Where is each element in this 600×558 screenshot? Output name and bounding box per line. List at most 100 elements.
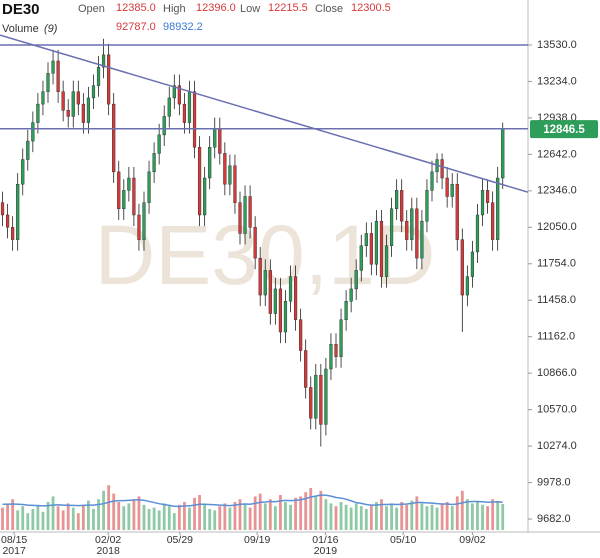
volume-bar (420, 503, 424, 530)
volume-bar (476, 502, 479, 530)
candle-body (460, 239, 464, 296)
candle-body (344, 301, 348, 320)
volume-bar (122, 506, 126, 530)
candle-body (182, 103, 187, 123)
candle-body (86, 97, 91, 123)
volume-bar (81, 504, 85, 530)
candle-body (258, 257, 262, 296)
trend-line (0, 34, 529, 193)
volume-bar (455, 496, 459, 530)
candle-body (147, 171, 151, 203)
candle-body (314, 374, 318, 419)
candle-body (117, 171, 121, 210)
candle-body (21, 159, 25, 185)
candle-body (480, 190, 485, 216)
candle-body (122, 190, 126, 210)
candle-body (51, 60, 55, 74)
candle-body (430, 171, 434, 191)
volume-bar (66, 503, 70, 530)
volume-bar (31, 509, 35, 530)
candle-body (309, 387, 313, 419)
volume-bar (339, 502, 343, 530)
volume-label: Volume (2, 23, 39, 35)
volume-bar (218, 506, 222, 530)
volume-bar (203, 504, 207, 530)
volume-bar (102, 490, 105, 530)
volume-bar (183, 502, 186, 530)
volume-bar (87, 500, 90, 530)
volume-bar (385, 506, 388, 530)
y-tick-label: 9682.0 (537, 513, 571, 525)
x-tick-label: 05/29 (167, 534, 193, 546)
candle-body (299, 319, 303, 351)
candle-body (364, 233, 368, 246)
candle-body (410, 208, 414, 240)
y-tick-label: 10570.0 (537, 404, 577, 416)
volume-bar (329, 503, 333, 530)
volume-ma-line (2, 494, 503, 508)
y-tick-label: 12346.0 (537, 185, 577, 197)
x-tick-label: 02/02 (95, 534, 121, 546)
volume-bar (400, 502, 404, 530)
x-tick-label: 09/19 (244, 534, 270, 546)
candle-body (76, 91, 80, 105)
volume-bar (465, 499, 469, 530)
candle-body (400, 190, 404, 222)
volume-bar (51, 496, 55, 530)
candle-body (253, 227, 257, 259)
candle-body (0, 202, 5, 216)
last-price-box (530, 120, 598, 139)
candle-body (491, 202, 495, 240)
candle-body (359, 245, 363, 271)
header-label: Low (240, 3, 260, 15)
volume-bar (354, 503, 358, 530)
volume-bar (243, 504, 247, 530)
volume-bar (460, 490, 464, 530)
candle-body (379, 220, 384, 277)
volume-bar (450, 506, 454, 530)
candle-body (293, 276, 298, 320)
volume-bar (395, 507, 399, 530)
candle-body (440, 159, 444, 179)
volume-bar (11, 499, 15, 530)
volume-bar (390, 503, 393, 530)
header-value: 12385.0 (116, 2, 156, 14)
volume-bar (344, 504, 348, 530)
volume-bar (41, 511, 45, 530)
candle-body (405, 220, 409, 240)
candle-body (5, 214, 10, 228)
volume-bar (481, 504, 484, 530)
candle-body (177, 85, 181, 105)
volume-bar (380, 499, 383, 530)
volume-bar (21, 506, 25, 530)
candle-body (475, 214, 480, 253)
volume-bar (162, 503, 166, 530)
candle-body (329, 344, 333, 370)
volume-bar (369, 504, 373, 530)
candle-body (354, 270, 358, 290)
volume-bar (46, 502, 50, 530)
header-label: Close (315, 3, 343, 15)
volume-bar (193, 497, 196, 530)
volume-bar (299, 496, 303, 530)
candle-body (243, 196, 247, 234)
volume-bar (228, 507, 232, 530)
volume-bar (16, 510, 20, 530)
volume-bar (319, 490, 323, 530)
candle-body (112, 103, 116, 173)
candle-body (374, 220, 379, 265)
candle-body (172, 85, 176, 99)
y-tick-label: 11162.0 (537, 331, 575, 343)
volume-bar (279, 495, 282, 530)
volume-bar (430, 504, 434, 530)
candle-body (197, 147, 202, 216)
plot-area (0, 38, 505, 530)
candle-body (162, 116, 166, 136)
volume-bar (496, 502, 500, 530)
volume-bar (6, 503, 9, 530)
y-tick-label: 12642.0 (537, 148, 577, 160)
candle-body (389, 208, 394, 246)
volume-bar (223, 503, 227, 530)
candle-body (167, 97, 171, 117)
